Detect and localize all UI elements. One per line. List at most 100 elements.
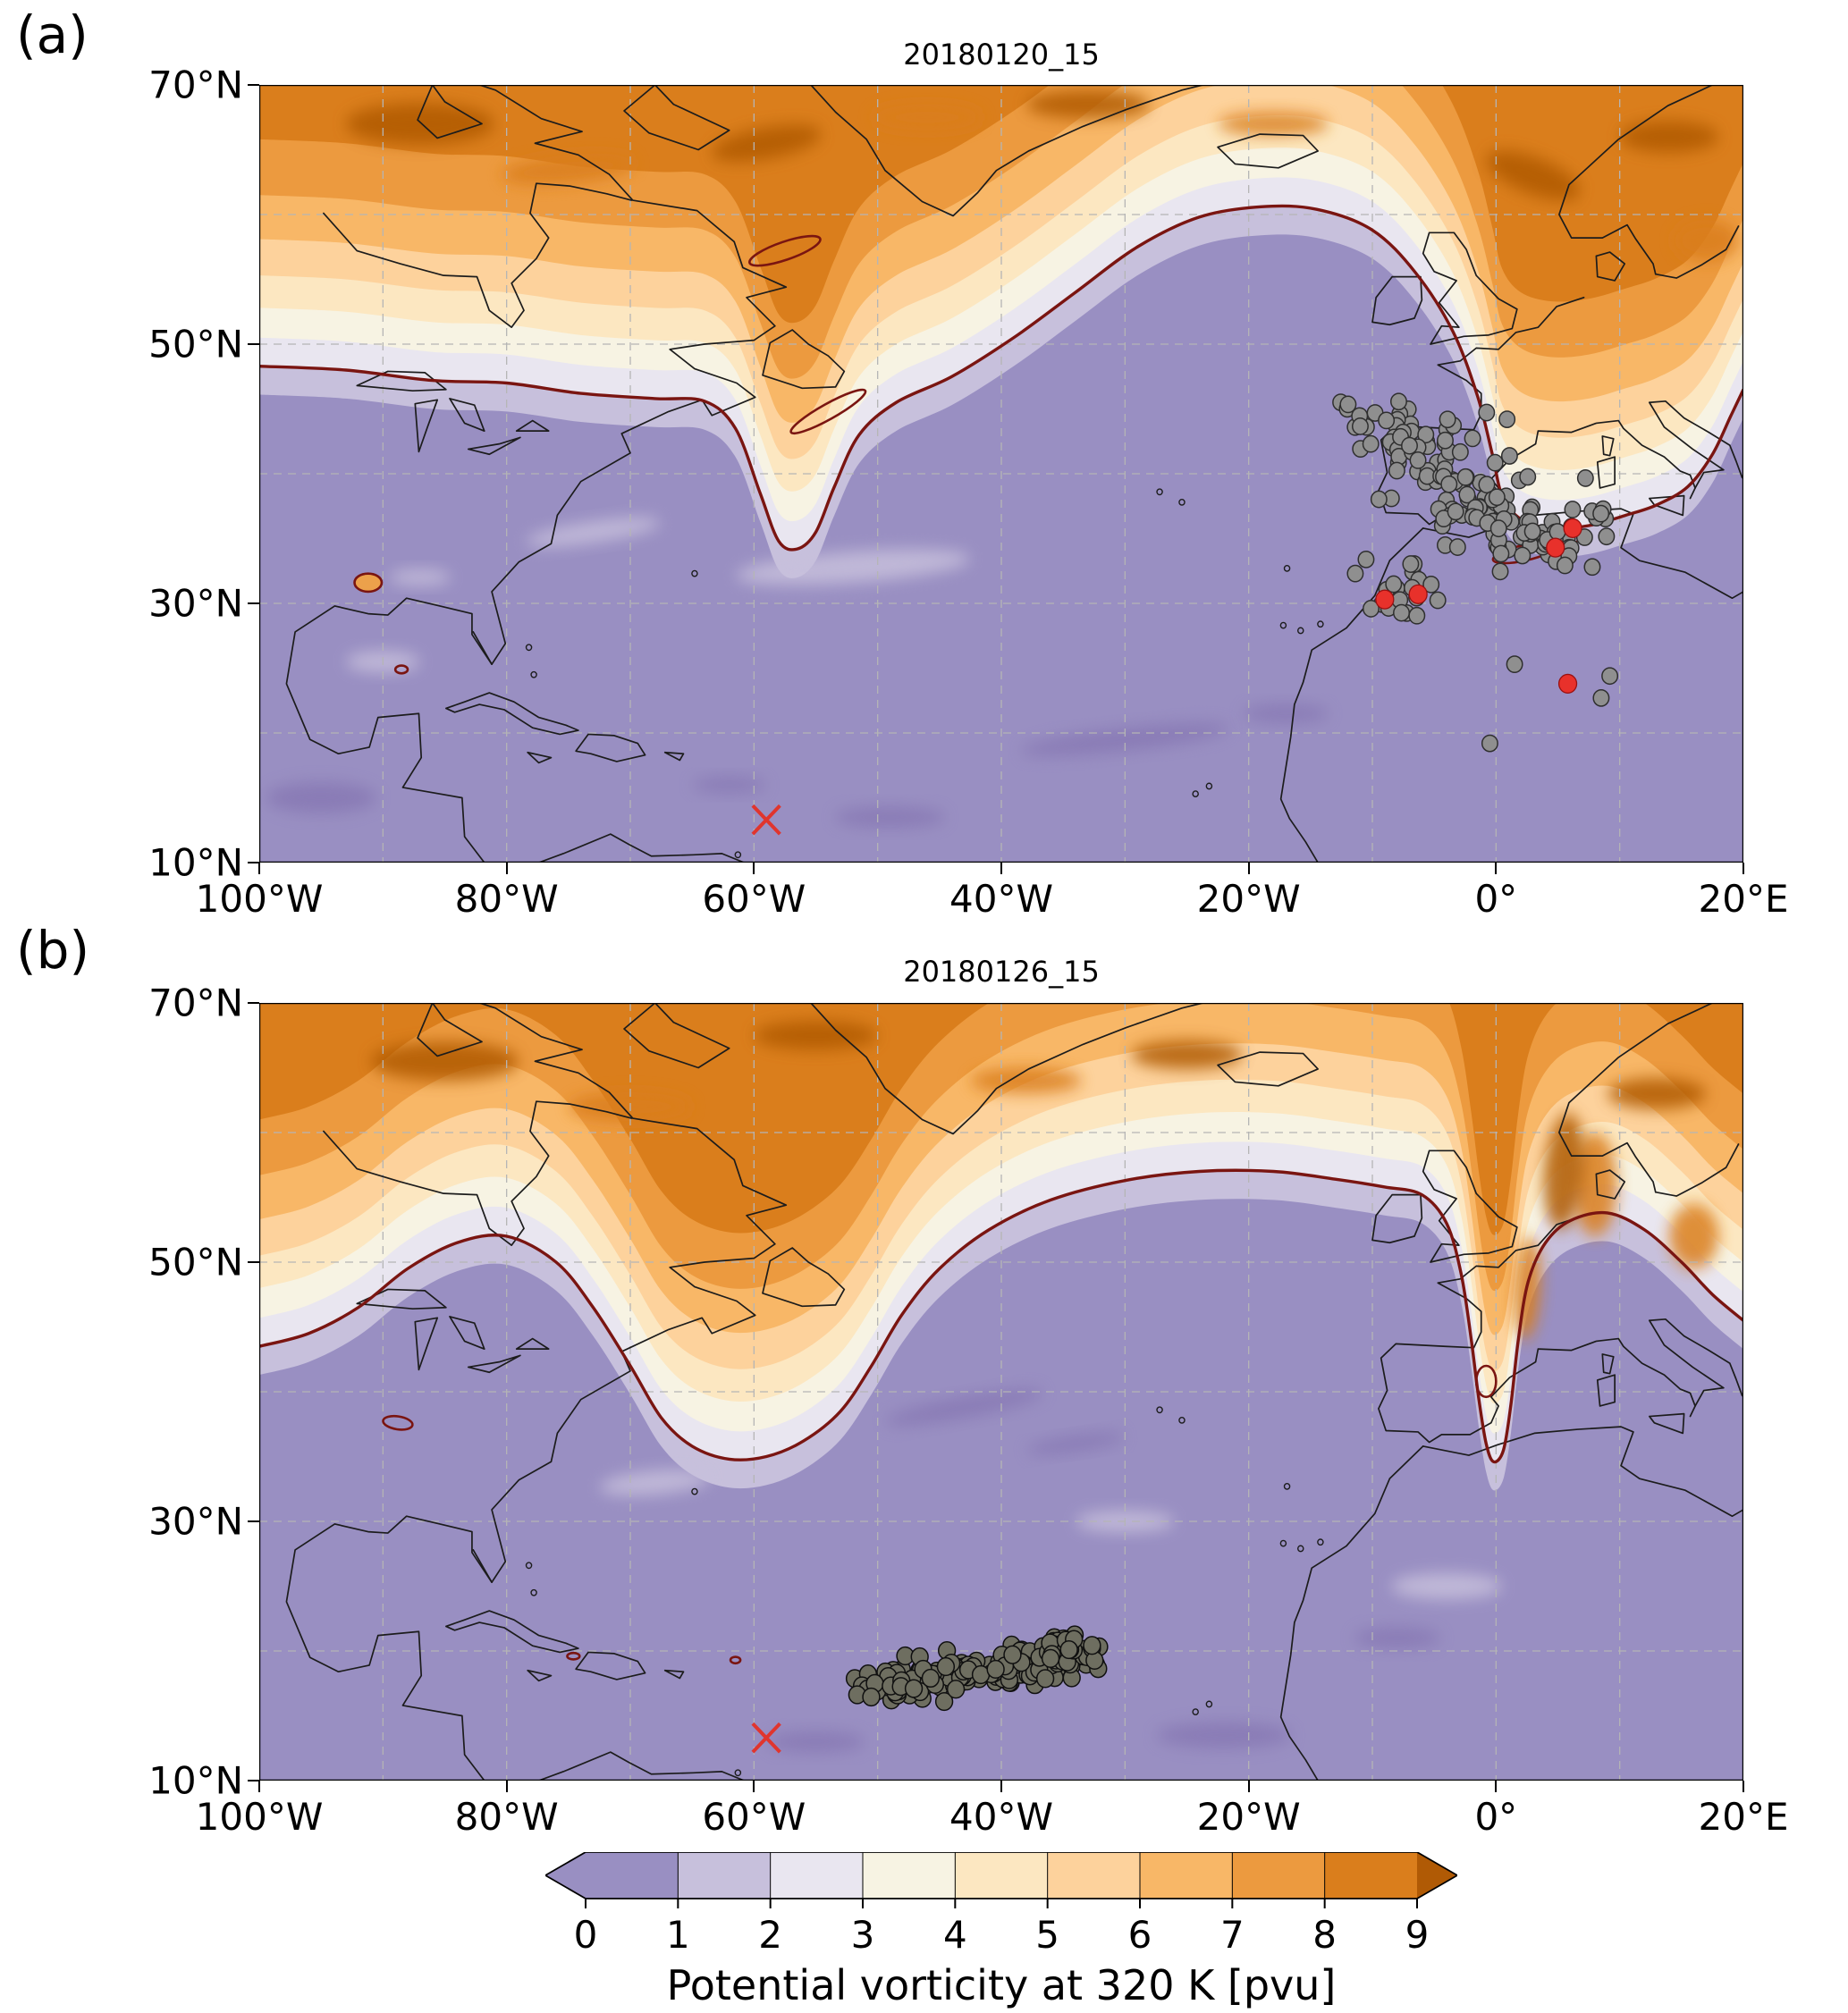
- panel-b-title: 20180126_15: [903, 955, 1100, 989]
- x-axis-tick-label: 20°W: [1196, 877, 1301, 921]
- red-trajectory-point: [1559, 674, 1577, 693]
- x-axis-tick-mark: [1247, 1781, 1250, 1792]
- closed-2pvu-contour: [1476, 1366, 1496, 1397]
- trajectory-point: [1084, 1637, 1101, 1655]
- trajectory-point: [1578, 470, 1593, 486]
- panel-b-label: (b): [16, 920, 90, 981]
- trajectory-point: [936, 1693, 953, 1711]
- island: [527, 1562, 532, 1568]
- y-axis-tick-mark: [248, 1002, 259, 1004]
- island: [531, 672, 536, 678]
- panel-a-title: 20180120_15: [903, 38, 1100, 72]
- colorbar-under-arrow: [545, 1852, 586, 1899]
- coastline: [415, 1318, 437, 1369]
- y-axis-tick-label: 30°N: [148, 1499, 243, 1544]
- colorbar-bin: [770, 1852, 863, 1899]
- pv-map-panel-a: [259, 85, 1743, 863]
- coastline: [473, 85, 786, 664]
- colorbar-tick-label: 9: [1405, 1913, 1430, 1957]
- pv-patch: [1486, 150, 1581, 201]
- coastline: [1596, 252, 1624, 281]
- y-axis-tick-mark: [248, 1780, 259, 1781]
- trajectory-point: [1004, 1646, 1021, 1663]
- pv-patch: [1674, 219, 1739, 262]
- coastline: [468, 1355, 520, 1372]
- trajectory-point: [1479, 476, 1494, 493]
- coastline: [1379, 298, 1695, 525]
- trajectory-point: [1430, 592, 1445, 608]
- x-axis-tick-label: 0°: [1474, 1795, 1518, 1839]
- trajectory-point: [1358, 552, 1373, 568]
- island: [1280, 1540, 1286, 1546]
- coastline: [324, 1101, 631, 1245]
- coastline: [324, 183, 631, 327]
- coastline: [1423, 1427, 1743, 1516]
- trajectory-point: [1450, 539, 1465, 555]
- pv-patch: [1607, 1078, 1707, 1109]
- pv-patch: [884, 1389, 1044, 1426]
- colorbar-tick-labels: 0 1 2 3 4 5 6 7 8 9: [545, 1913, 1457, 1957]
- colorbar-bin: [955, 1852, 1048, 1899]
- coastline: [450, 1317, 485, 1349]
- coastline: [1559, 1003, 1713, 1192]
- trajectory-point: [1438, 433, 1453, 449]
- coastline: [450, 399, 485, 431]
- coastline: [763, 1248, 844, 1306]
- trajectory-point: [1037, 1670, 1054, 1688]
- trajectory-point: [1423, 577, 1439, 593]
- coastline: [1423, 1150, 1517, 1262]
- island: [735, 1770, 740, 1775]
- trajectory-point: [1363, 601, 1379, 617]
- red-trajectory-point: [1564, 518, 1582, 537]
- island: [1280, 622, 1286, 627]
- x-axis-tick-label: 80°W: [454, 877, 559, 921]
- pv-patch: [1543, 1113, 1585, 1230]
- colorbar-tick-label: 1: [665, 1913, 690, 1957]
- y-axis-tick-label: 10°N: [148, 840, 243, 885]
- island: [1285, 566, 1290, 571]
- closed-2pvu-contour: [395, 666, 408, 674]
- colorbar-tick-label: 7: [1219, 1913, 1245, 1957]
- colorbar-bin: [586, 1852, 679, 1899]
- coastline: [415, 400, 437, 451]
- coastline: [1650, 1414, 1684, 1434]
- coastline: [418, 85, 482, 138]
- red-trajectory-point: [1547, 538, 1565, 557]
- y-axis-tick-mark: [248, 1260, 259, 1263]
- pv-patch: [1354, 1627, 1441, 1649]
- pv-patch: [370, 1041, 519, 1081]
- coastline: [1218, 134, 1318, 168]
- pv-patch: [970, 1067, 1082, 1094]
- pv-patch: [692, 777, 767, 793]
- trajectory-point: [1520, 468, 1535, 484]
- island: [1298, 1546, 1304, 1551]
- trajectory-point: [1418, 426, 1433, 442]
- coastline: [468, 437, 520, 454]
- x-axis-tick-mark: [1743, 1781, 1744, 1792]
- trajectory-point: [1506, 656, 1522, 672]
- coastline: [1596, 1170, 1624, 1199]
- closed-2pvu-contour: [383, 1414, 414, 1431]
- pv-patch: [599, 1470, 711, 1495]
- x-axis-tick-label: 100°W: [195, 877, 324, 921]
- coastline: [517, 1339, 549, 1350]
- island: [1157, 489, 1162, 494]
- x-axis-tick-label: 20°W: [1196, 1795, 1301, 1839]
- x-axis-tick-label: 40°W: [949, 877, 1053, 921]
- pv-patch: [345, 103, 494, 145]
- y-axis-tick-mark: [248, 1520, 259, 1522]
- coastline: [1650, 401, 1743, 478]
- y-axis-tick-label: 70°N: [148, 63, 243, 107]
- x-axis-tick-mark: [1000, 1781, 1002, 1792]
- trajectory-point: [1565, 501, 1580, 518]
- colorbar-label: Potential vorticity at 320 K [pvu]: [666, 1961, 1337, 2009]
- island: [1157, 1407, 1162, 1412]
- island: [1193, 1709, 1198, 1714]
- coastline: [1281, 528, 1423, 863]
- coastline: [357, 1289, 446, 1309]
- coastline: [1423, 232, 1517, 344]
- island: [692, 1488, 697, 1494]
- coastline: [1602, 436, 1613, 456]
- coastline: [1281, 1446, 1423, 1781]
- trajectory-point: [1524, 523, 1540, 539]
